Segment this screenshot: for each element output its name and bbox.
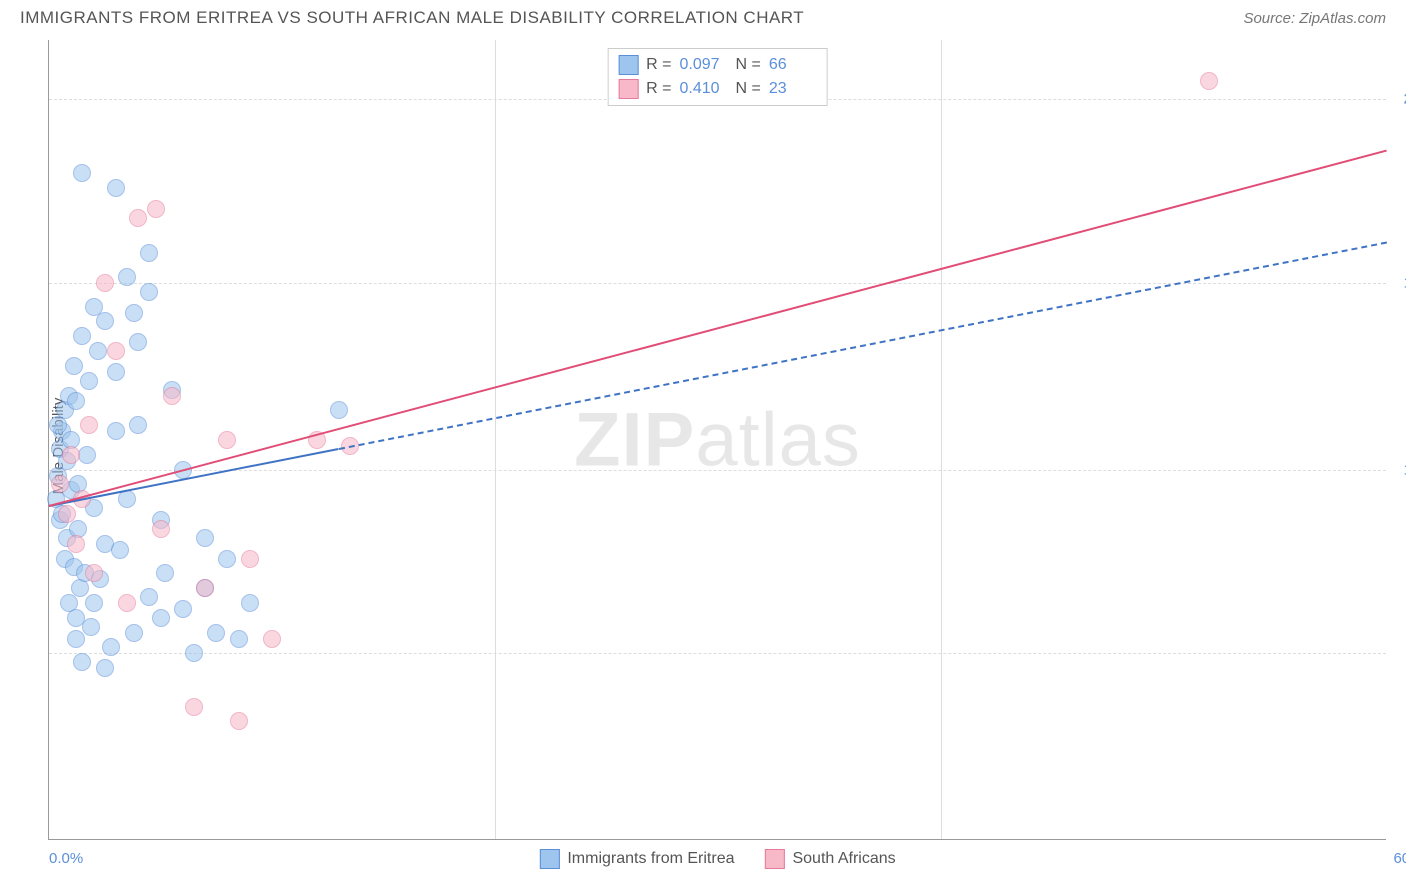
gridline-vertical — [495, 40, 496, 839]
scatter-point — [185, 644, 203, 662]
scatter-point — [67, 535, 85, 553]
scatter-point — [241, 594, 259, 612]
scatter-point — [96, 312, 114, 330]
legend-series-label: Immigrants from Eritrea — [567, 850, 734, 868]
scatter-point — [218, 550, 236, 568]
scatter-point — [207, 624, 225, 642]
legend-swatch — [618, 79, 638, 99]
scatter-point — [118, 490, 136, 508]
scatter-point — [129, 209, 147, 227]
scatter-point — [80, 372, 98, 390]
scatter-point — [102, 638, 120, 656]
scatter-point — [49, 416, 67, 434]
scatter-point — [152, 609, 170, 627]
x-tick-label-left: 0.0% — [49, 850, 83, 867]
legend-r-value: 0.097 — [680, 56, 728, 74]
chart-plot-area: ZIPatlas 6.3%12.5%18.8%25.0%0.0%60.0%R =… — [48, 40, 1386, 840]
scatter-point — [107, 363, 125, 381]
scatter-point — [107, 422, 125, 440]
legend-n-label: N = — [736, 56, 761, 74]
gridline-vertical — [941, 40, 942, 839]
legend-swatch — [764, 849, 784, 869]
gridline-horizontal — [49, 470, 1386, 471]
scatter-point — [67, 630, 85, 648]
legend-r-label: R = — [646, 56, 671, 74]
scatter-point — [78, 446, 96, 464]
scatter-point — [241, 550, 259, 568]
scatter-point — [96, 274, 114, 292]
scatter-point — [140, 588, 158, 606]
scatter-point — [140, 244, 158, 262]
legend-swatch — [618, 55, 638, 75]
scatter-point — [51, 475, 69, 493]
scatter-point — [107, 342, 125, 360]
legend-swatch — [539, 849, 559, 869]
legend-n-value: 66 — [769, 56, 817, 74]
scatter-point — [118, 594, 136, 612]
scatter-point — [82, 618, 100, 636]
scatter-point — [73, 327, 91, 345]
scatter-point — [152, 520, 170, 538]
chart-header: IMMIGRANTS FROM ERITREA VS SOUTH AFRICAN… — [0, 0, 1406, 32]
scatter-point — [185, 698, 203, 716]
scatter-point — [73, 653, 91, 671]
x-tick-label-right: 60.0% — [1393, 850, 1406, 867]
scatter-point — [230, 712, 248, 730]
scatter-point — [174, 600, 192, 618]
scatter-point — [107, 179, 125, 197]
y-tick-label: 25.0% — [1391, 91, 1406, 108]
legend-series-label: South Africans — [792, 850, 895, 868]
scatter-point — [65, 357, 83, 375]
scatter-point — [129, 416, 147, 434]
y-tick-label: 6.3% — [1391, 645, 1406, 662]
legend-series: Immigrants from Eritrea South Africans — [539, 849, 895, 869]
scatter-point — [1200, 72, 1218, 90]
y-tick-label: 12.5% — [1391, 461, 1406, 478]
scatter-point — [89, 342, 107, 360]
chart-title: IMMIGRANTS FROM ERITREA VS SOUTH AFRICAN… — [20, 8, 804, 28]
scatter-point — [73, 164, 91, 182]
legend-correlation-row: R = 0.097 N = 66 — [618, 53, 817, 77]
scatter-point — [147, 200, 165, 218]
scatter-point — [62, 446, 80, 464]
scatter-point — [96, 659, 114, 677]
scatter-point — [129, 333, 147, 351]
legend-series-item: South Africans — [764, 849, 895, 869]
scatter-point — [330, 401, 348, 419]
scatter-point — [263, 630, 281, 648]
scatter-point — [163, 387, 181, 405]
trend-line-solid — [49, 150, 1387, 507]
scatter-point — [125, 624, 143, 642]
scatter-point — [156, 564, 174, 582]
scatter-point — [196, 579, 214, 597]
scatter-point — [85, 594, 103, 612]
scatter-point — [85, 564, 103, 582]
chart-source: Source: ZipAtlas.com — [1243, 10, 1386, 27]
legend-correlation-row: R = 0.410 N = 23 — [618, 77, 817, 101]
scatter-point — [125, 304, 143, 322]
legend-n-value: 23 — [769, 80, 817, 98]
scatter-point — [140, 283, 158, 301]
legend-correlation: R = 0.097 N = 66 R = 0.410 N = 23 — [607, 48, 828, 106]
gridline-horizontal — [49, 653, 1386, 654]
scatter-point — [111, 541, 129, 559]
scatter-point — [218, 431, 236, 449]
legend-r-label: R = — [646, 80, 671, 98]
scatter-point — [67, 392, 85, 410]
y-tick-label: 18.8% — [1391, 274, 1406, 291]
scatter-point — [80, 416, 98, 434]
scatter-point — [58, 505, 76, 523]
legend-r-value: 0.410 — [680, 80, 728, 98]
scatter-point — [196, 529, 214, 547]
legend-n-label: N = — [736, 80, 761, 98]
scatter-point — [230, 630, 248, 648]
legend-series-item: Immigrants from Eritrea — [539, 849, 734, 869]
scatter-point — [118, 268, 136, 286]
